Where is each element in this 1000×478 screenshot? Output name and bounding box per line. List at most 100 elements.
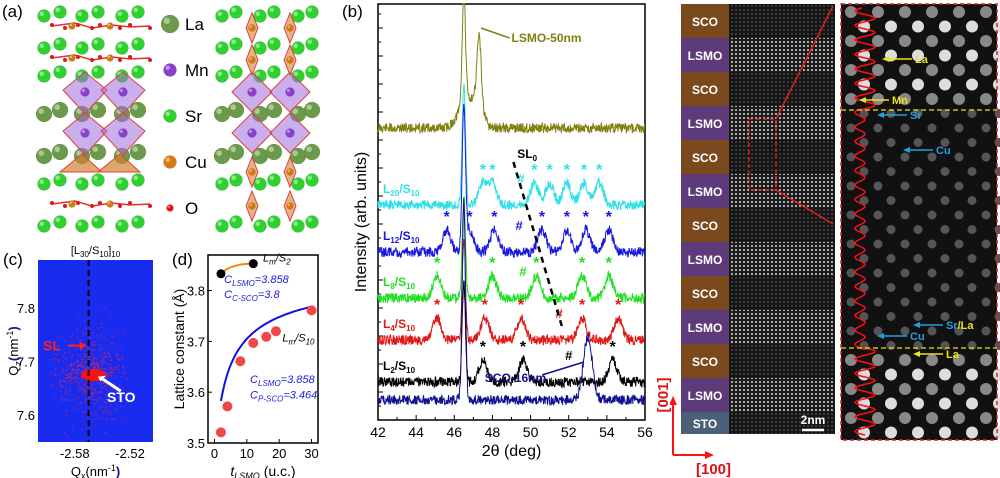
label-sub: 12 <box>390 236 399 245</box>
rsm-intensity-pixel <box>69 389 71 392</box>
atom-column <box>939 49 951 62</box>
layer-block-sco <box>681 208 729 242</box>
rsm-intensity-pixel <box>94 344 97 346</box>
sr-atom-body <box>215 41 229 55</box>
peak-star-marker: * <box>434 255 441 272</box>
rsm-intensity-pixel <box>53 357 56 360</box>
la-atom-highlight <box>132 104 138 110</box>
atom-column <box>993 49 1000 62</box>
x-tick-label: 30 <box>304 446 318 461</box>
annotation-arrowhead <box>859 97 866 103</box>
sr-atom <box>291 219 305 233</box>
y-tick-label: 7.8 <box>17 301 35 316</box>
peak-star-marker: * <box>480 339 487 356</box>
atom-column <box>927 123 937 133</box>
atom-column <box>912 368 924 381</box>
lsmo-annotation-arrow <box>480 27 510 39</box>
rsm-intensity-pixel <box>90 384 93 387</box>
rsm-intensity-pixel <box>80 371 82 374</box>
rsm-intensity-pixel <box>80 380 83 382</box>
atom-column <box>912 78 924 91</box>
series-label-l8s10: L8/S10 <box>383 275 416 291</box>
stem-band-lsmo <box>729 310 835 344</box>
rsm-title: [L30/S10]10 <box>71 245 121 259</box>
sr-atom-body <box>91 5 105 19</box>
cu-atom <box>106 22 114 30</box>
rsm-intensity-pixel <box>93 364 96 366</box>
panel-c-rsm-map: [L30/S10]107.67.77.8-2.58 -2.52Qx(nm-1)Qz… <box>5 245 153 478</box>
sr-atom <box>215 41 229 55</box>
peak-star-marker: * <box>491 209 498 226</box>
rsm-intensity-pixel <box>75 348 78 350</box>
atom-column <box>980 93 992 105</box>
o-atom <box>90 26 94 30</box>
mn-atom-highlight <box>248 88 252 93</box>
atom-column <box>940 109 950 118</box>
la-atom <box>89 143 107 161</box>
rsm-intensity-pixel <box>69 372 72 375</box>
peak-star-marker: * <box>466 209 473 226</box>
rsm-intensity-pixel <box>100 308 102 311</box>
atom-column <box>873 181 883 191</box>
rsm-intensity-pixel <box>106 373 108 376</box>
rsm-intensity-pixel <box>75 372 77 374</box>
rsm-intensity-pixel <box>111 369 113 371</box>
atom-column <box>966 426 978 439</box>
label-mid: /S <box>395 275 406 289</box>
rsm-intensity-pixel <box>114 408 117 410</box>
rsm-intensity-pixel <box>114 418 116 421</box>
atom-column <box>980 6 992 18</box>
sr-atom-highlight <box>269 39 274 44</box>
atom-column <box>885 20 897 33</box>
rsm-intensity-pixel <box>64 391 66 393</box>
rsm-intensity-pixel <box>122 370 125 373</box>
rsm-intensity-pixel <box>101 381 104 384</box>
rsm-intensity-pixel <box>111 335 114 338</box>
atom-column <box>873 239 883 249</box>
la-atom-highlight <box>38 150 44 156</box>
rsm-intensity-pixel <box>57 345 59 348</box>
data-point-lm-s10 <box>222 401 233 412</box>
mn-atom <box>118 128 128 138</box>
atom-column <box>927 326 937 336</box>
sr-atom <box>131 215 145 229</box>
rsm-intensity-pixel <box>79 323 81 326</box>
rsm-intensity-pixel <box>98 349 101 352</box>
atom-column <box>859 196 869 205</box>
rsm-intensity-pixel <box>108 372 111 375</box>
sr-atom <box>91 37 105 51</box>
rsm-intensity-pixel <box>122 373 125 375</box>
rsm-intensity-pixel <box>82 410 84 413</box>
series-label-l12s10: L12/S10 <box>383 229 420 245</box>
rsm-intensity-pixel <box>120 376 123 378</box>
xrd-curve-l2s10 <box>377 280 645 389</box>
cu-atom-body <box>106 22 114 30</box>
rsm-intensity-pixel <box>106 375 109 377</box>
rsm-intensity-pixel <box>87 397 90 399</box>
rsm-intensity-pixel <box>106 418 108 420</box>
cu-atom-highlight <box>249 203 252 206</box>
la-atom <box>51 101 69 119</box>
atom-column <box>980 35 992 47</box>
annotation-label-sr: Sr <box>910 110 922 122</box>
rsm-intensity-pixel <box>109 367 112 370</box>
atom-column <box>900 239 910 249</box>
rsm-intensity-pixel <box>78 377 80 380</box>
rsm-intensity-pixel <box>89 349 92 351</box>
layer-block-lsmo <box>681 242 729 276</box>
cu-atom-body <box>286 24 294 32</box>
mn-atom-highlight <box>248 129 252 133</box>
layer-block-sco <box>681 140 729 174</box>
peak-star-marker: * <box>444 209 451 226</box>
rsm-intensity-pixel <box>49 358 52 361</box>
sr-atom-body <box>267 173 281 187</box>
rsm-intensity-pixel <box>86 347 89 349</box>
rsm-intensity-pixel <box>68 381 70 384</box>
c: (nm <box>85 464 107 478</box>
sr-atom-highlight <box>93 217 98 223</box>
panel-a-label: (a) <box>2 2 23 21</box>
sr-atom <box>267 5 281 19</box>
sr-atom <box>91 215 105 229</box>
layer-block-sto <box>681 412 729 434</box>
sr-atom-body <box>53 215 67 229</box>
